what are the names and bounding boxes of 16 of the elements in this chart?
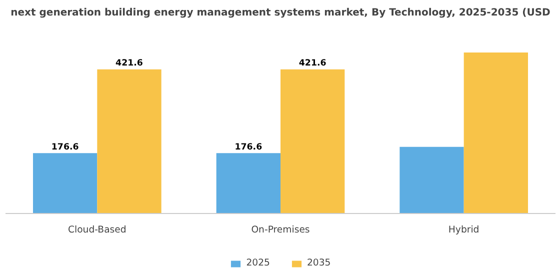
data-label: 176.6 bbox=[234, 142, 262, 152]
data-label: 421.6 bbox=[116, 58, 143, 69]
chart-title: next generation building energy management systems market, By Technology, 2025-2035 (USD bbox=[10, 8, 550, 18]
bar bbox=[216, 153, 280, 214]
x-tick-label: On-Premises bbox=[251, 224, 310, 236]
legend-label: 2035 bbox=[307, 258, 331, 268]
bar bbox=[464, 52, 528, 214]
bar bbox=[280, 69, 345, 214]
bar bbox=[400, 146, 464, 214]
data-label: 421.6 bbox=[298, 58, 326, 69]
data-label: 176.6 bbox=[51, 142, 79, 152]
bar bbox=[33, 153, 98, 214]
bar bbox=[97, 69, 162, 214]
x-tick-label: Hybrid bbox=[448, 224, 480, 236]
legend-label: 2025 bbox=[246, 258, 270, 268]
x-tick-label: Cloud-Based bbox=[68, 224, 126, 236]
